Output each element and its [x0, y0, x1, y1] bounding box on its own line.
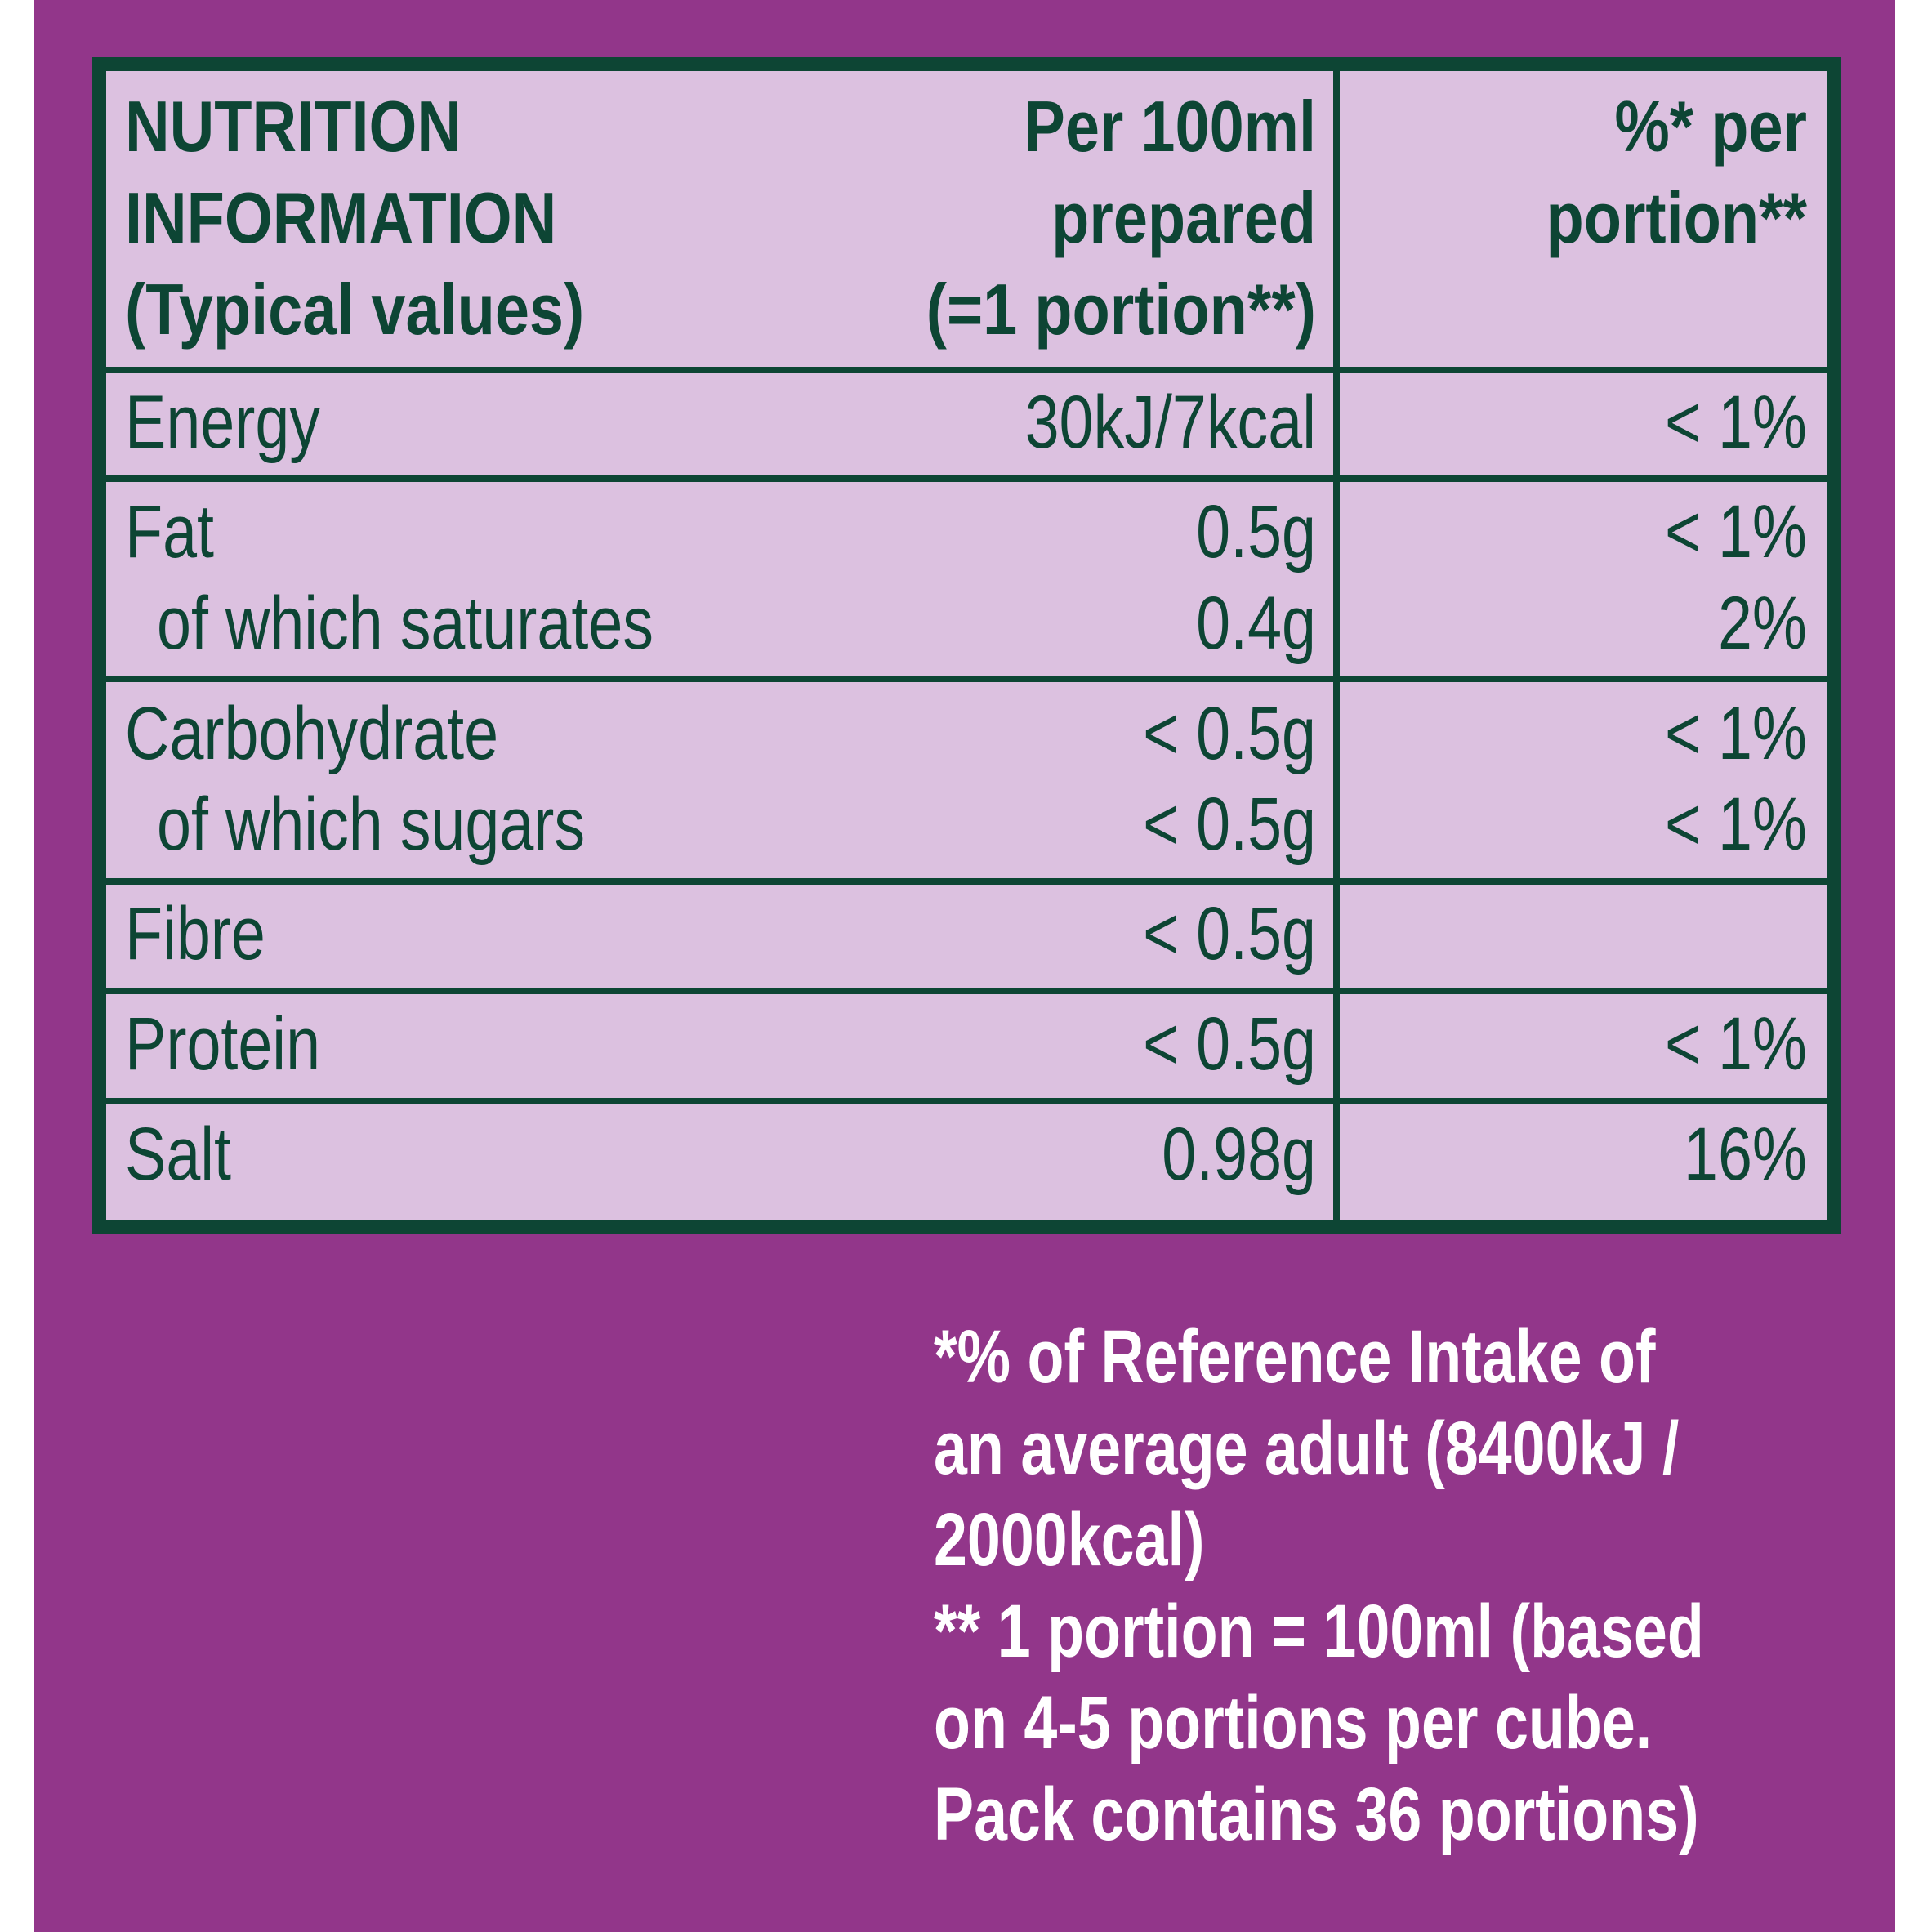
header-col3-line2: portion** — [1546, 177, 1807, 258]
header-col3-line1: %* per — [1614, 86, 1807, 167]
row-value-fibre: < 0.5g — [1143, 892, 1316, 975]
row-pct-protein: < 1% — [1664, 1002, 1807, 1086]
row-value-saturates: 0.4g — [1196, 582, 1316, 665]
row-divider — [106, 676, 1827, 682]
row-label-carbohydrate: Carbohydrate — [125, 692, 499, 775]
footnote-line: an average adult (8400kJ / — [934, 1407, 1680, 1490]
header-col1-line3: (Typical values) — [125, 269, 585, 350]
row-divider — [106, 367, 1827, 373]
row-label-salt: Salt — [125, 1113, 231, 1196]
footnote-line: ** 1 portion = 100ml (based — [934, 1590, 1704, 1673]
footnote-line: on 4-5 portions per cube. — [934, 1681, 1653, 1765]
footnote-line: 2000kcal) — [934, 1498, 1205, 1582]
row-value-carbohydrate: < 0.5g — [1143, 692, 1316, 775]
row-divider — [106, 1098, 1827, 1104]
row-pct-carbohydrate: < 1% — [1664, 692, 1807, 775]
row-label-energy: Energy — [125, 381, 321, 464]
footnote: *% of Reference Intake of an average adu… — [934, 1311, 1704, 1860]
row-value-fat: 0.5g — [1196, 490, 1316, 573]
header-col1-line1: NUTRITION — [125, 86, 462, 167]
header-col2-line2: prepared — [1051, 177, 1316, 258]
header-col2-line3: (=1 portion**) — [926, 269, 1316, 350]
row-label-fat: Fat — [125, 490, 215, 573]
row-divider — [106, 988, 1827, 994]
row-label-sugars: of which sugars — [157, 783, 586, 866]
row-pct-saturates: 2% — [1717, 582, 1807, 665]
header-col1-line2: INFORMATION — [125, 177, 557, 258]
row-value-energy: 30kJ/7kcal — [1024, 381, 1316, 464]
row-label-protein: Protein — [125, 1002, 321, 1086]
row-pct-sugars: < 1% — [1664, 783, 1807, 866]
footnote-line: *% of Reference Intake of — [934, 1315, 1656, 1399]
row-value-protein: < 0.5g — [1143, 1002, 1316, 1086]
row-pct-fat: < 1% — [1664, 490, 1807, 573]
row-label-saturates: of which saturates — [157, 582, 654, 665]
row-divider — [106, 878, 1827, 885]
nutrition-table: NUTRITION INFORMATION (Typical values) P… — [92, 57, 1841, 1234]
row-label-fibre: Fibre — [125, 892, 265, 975]
header-col2-line1: Per 100ml — [1024, 86, 1316, 167]
row-pct-salt: 16% — [1684, 1113, 1807, 1196]
row-pct-energy: < 1% — [1664, 381, 1807, 464]
footnote-line: Pack contains 36 portions) — [934, 1773, 1699, 1856]
row-value-sugars: < 0.5g — [1143, 783, 1316, 866]
row-value-salt: 0.98g — [1162, 1113, 1316, 1196]
row-divider — [106, 475, 1827, 482]
column-divider — [1333, 71, 1340, 1220]
